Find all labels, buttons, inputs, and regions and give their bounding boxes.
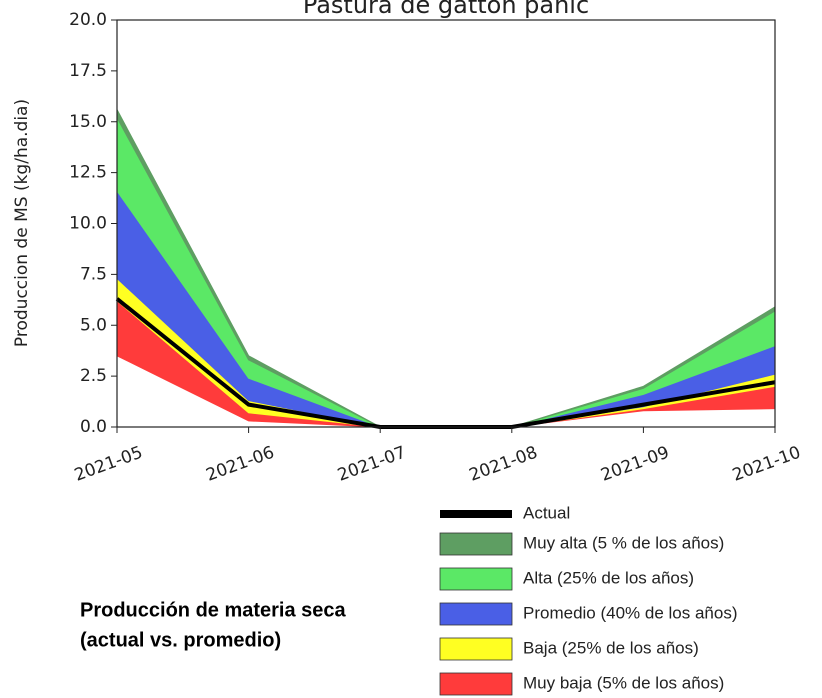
- legend-swatch: [440, 510, 512, 518]
- y-tick-label: 7.5: [80, 264, 107, 284]
- legend-label: Promedio (40% de los años): [523, 603, 738, 622]
- y-tick-label: 20.0: [69, 10, 107, 30]
- legend-label: Actual: [523, 503, 570, 522]
- y-tick-label: 2.5: [80, 366, 107, 386]
- legend-label: Alta (25% de los años): [523, 568, 694, 587]
- y-tick-label: 10.0: [69, 214, 107, 234]
- legend-swatch: [439, 532, 513, 556]
- legend-label: Baja (25% de los años): [523, 638, 699, 657]
- legend-swatch: [439, 672, 513, 696]
- y-tick-label: 5.0: [80, 315, 107, 335]
- x-tick-label: 2021-07: [335, 443, 409, 486]
- x-tick-label: 2021-08: [467, 443, 541, 486]
- caption: Producción de materia seca: [80, 599, 347, 621]
- y-axis-label: Produccion de MS (kg/ha.dia): [12, 99, 32, 347]
- x-tick-label: 2021-06: [203, 443, 277, 486]
- y-tick-label: 0.0: [80, 417, 107, 437]
- legend-label: Muy alta (5 % de los años): [523, 533, 724, 552]
- legend-swatch: [439, 602, 513, 626]
- y-tick-label: 12.5: [69, 163, 107, 183]
- y-tick-label: 17.5: [69, 61, 107, 81]
- chart-title: Pastura de gatton panic: [303, 0, 589, 19]
- y-tick-label: 15.0: [69, 112, 107, 132]
- caption: (actual vs. promedio): [80, 629, 281, 651]
- legend-label: Muy baja (5% de los años): [523, 673, 724, 692]
- x-tick-label: 2021-09: [598, 443, 672, 486]
- x-tick-label: 2021-10: [730, 443, 804, 486]
- legend-swatch: [439, 567, 513, 591]
- x-tick-label: 2021-05: [72, 443, 146, 486]
- legend-swatch: [439, 637, 513, 661]
